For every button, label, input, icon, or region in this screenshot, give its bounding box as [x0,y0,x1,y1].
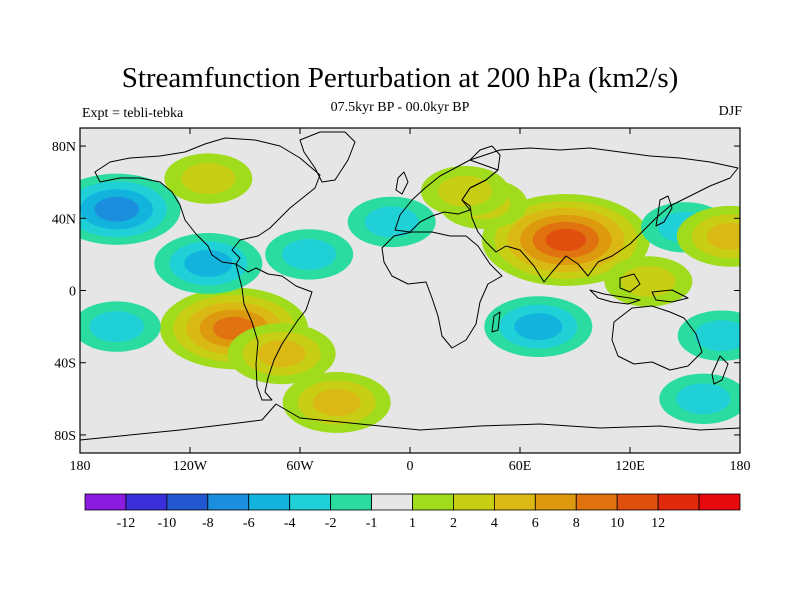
anomaly-contour-8-2 [514,313,563,341]
new-zealand-outline [711,355,729,385]
x-tick-label-3: 0 [407,459,414,474]
anomaly-contour-13-1 [621,265,676,297]
x-tick-label-2: 60W [286,459,314,474]
colorbar-label-7: 1 [409,516,416,531]
colorbar-swatch-4 [248,493,291,511]
madagascar-outline [491,311,501,333]
colorbar-swatch-7 [371,493,413,511]
anomaly-contour-5-3 [94,196,139,222]
y-tick-label-4: 80S [54,429,76,444]
anomaly-contour-0-5 [545,228,587,252]
season-label: DJF [718,104,742,119]
colorbar: -12 -10 -8 -6 -4 -2 -1 1 2 4 6 8 10 12 [84,493,741,531]
anomaly-contour-10-1 [694,320,740,352]
colorbar-label-4: -4 [284,516,296,531]
greenland-outline [299,131,356,183]
colorbar-swatch-1 [125,493,168,511]
colorbar-swatch-3 [207,493,250,511]
anomaly-contour-6-1 [364,206,419,238]
anomaly-contour-15-2 [312,388,361,416]
colorbar-label-3: -6 [243,516,255,531]
experiment-label: Expt = tebli-tebka [82,106,184,121]
colorbar-swatch-14 [657,493,700,511]
continent-outlines [80,131,740,441]
y-tick-label-2: 0 [69,285,76,300]
x-tick-label-5: 120E [615,459,645,474]
colorbar-label-8: 2 [450,516,457,531]
anomaly-contour-12-2 [706,222,740,250]
anomaly-contour-9-1 [89,311,144,343]
british-isles-outline [395,171,409,195]
x-tick-label-4: 60E [509,459,532,474]
anomaly-contours [80,153,740,433]
colorbar-swatch-11 [534,493,577,511]
colorbar-label-0: -12 [117,516,136,531]
colorbar-label-12: 10 [610,516,624,531]
colorbar-label-9: 4 [491,516,498,531]
colorbar-swatch-15 [698,493,741,511]
colorbar-label-6: -1 [366,516,378,531]
x-tick-label-1: 120W [173,459,208,474]
colorbar-swatch-9 [453,493,495,511]
colorbar-swatch-6 [330,493,372,511]
x-tick-label-0: 180 [70,459,91,474]
japan-outline [655,195,673,227]
anomaly-contour-17-1 [676,383,731,415]
anomaly-contour-16-1 [181,163,236,195]
colorbar-swatch-2 [166,493,209,511]
y-tick-label-1: 40N [52,212,76,227]
north-america-outline [94,137,321,265]
y-tick-label-0: 80N [52,140,76,155]
anomaly-contour-4-2 [184,249,233,277]
colorbar-label-5: -2 [325,516,337,531]
south-america-outline [235,263,313,401]
anomaly-contour-3-2 [257,340,306,368]
indonesia-outline [589,289,641,305]
colorbar-swatch-12 [575,493,618,511]
axes: 180 120W 60W 0 60E 120E 180 80N 40N 0 40S 80S [52,128,751,474]
new-guinea-outline [651,289,689,303]
colorbar-swatch-8 [412,493,454,511]
chart-subtitle: 07.5kyr BP - 00.0kyr BP [330,100,470,115]
colorbar-label-1: -10 [158,516,177,531]
colorbar-swatch-13 [616,493,659,511]
colorbar-swatch-5 [289,493,332,511]
colorbar-label-11: 8 [573,516,580,531]
x-tick-label-6: 180 [730,459,751,474]
colorbar-swatch-0 [84,493,127,511]
antarctica-outline [80,403,740,441]
y-tick-label-3: 40S [54,357,76,372]
colorbar-label-10: 6 [532,516,539,531]
australia-outline [611,305,703,371]
asia-outline [461,147,739,283]
colorbar-swatch-10 [493,493,536,511]
anomaly-contour-14-1 [282,238,337,270]
colorbar-label-2: -8 [202,516,214,531]
chart-title: Streamfunction Perturbation at 200 hPa (… [121,62,679,94]
africa-outline [381,231,503,349]
borneo-outline [619,273,641,293]
colorbar-label-13: 12 [651,516,665,531]
